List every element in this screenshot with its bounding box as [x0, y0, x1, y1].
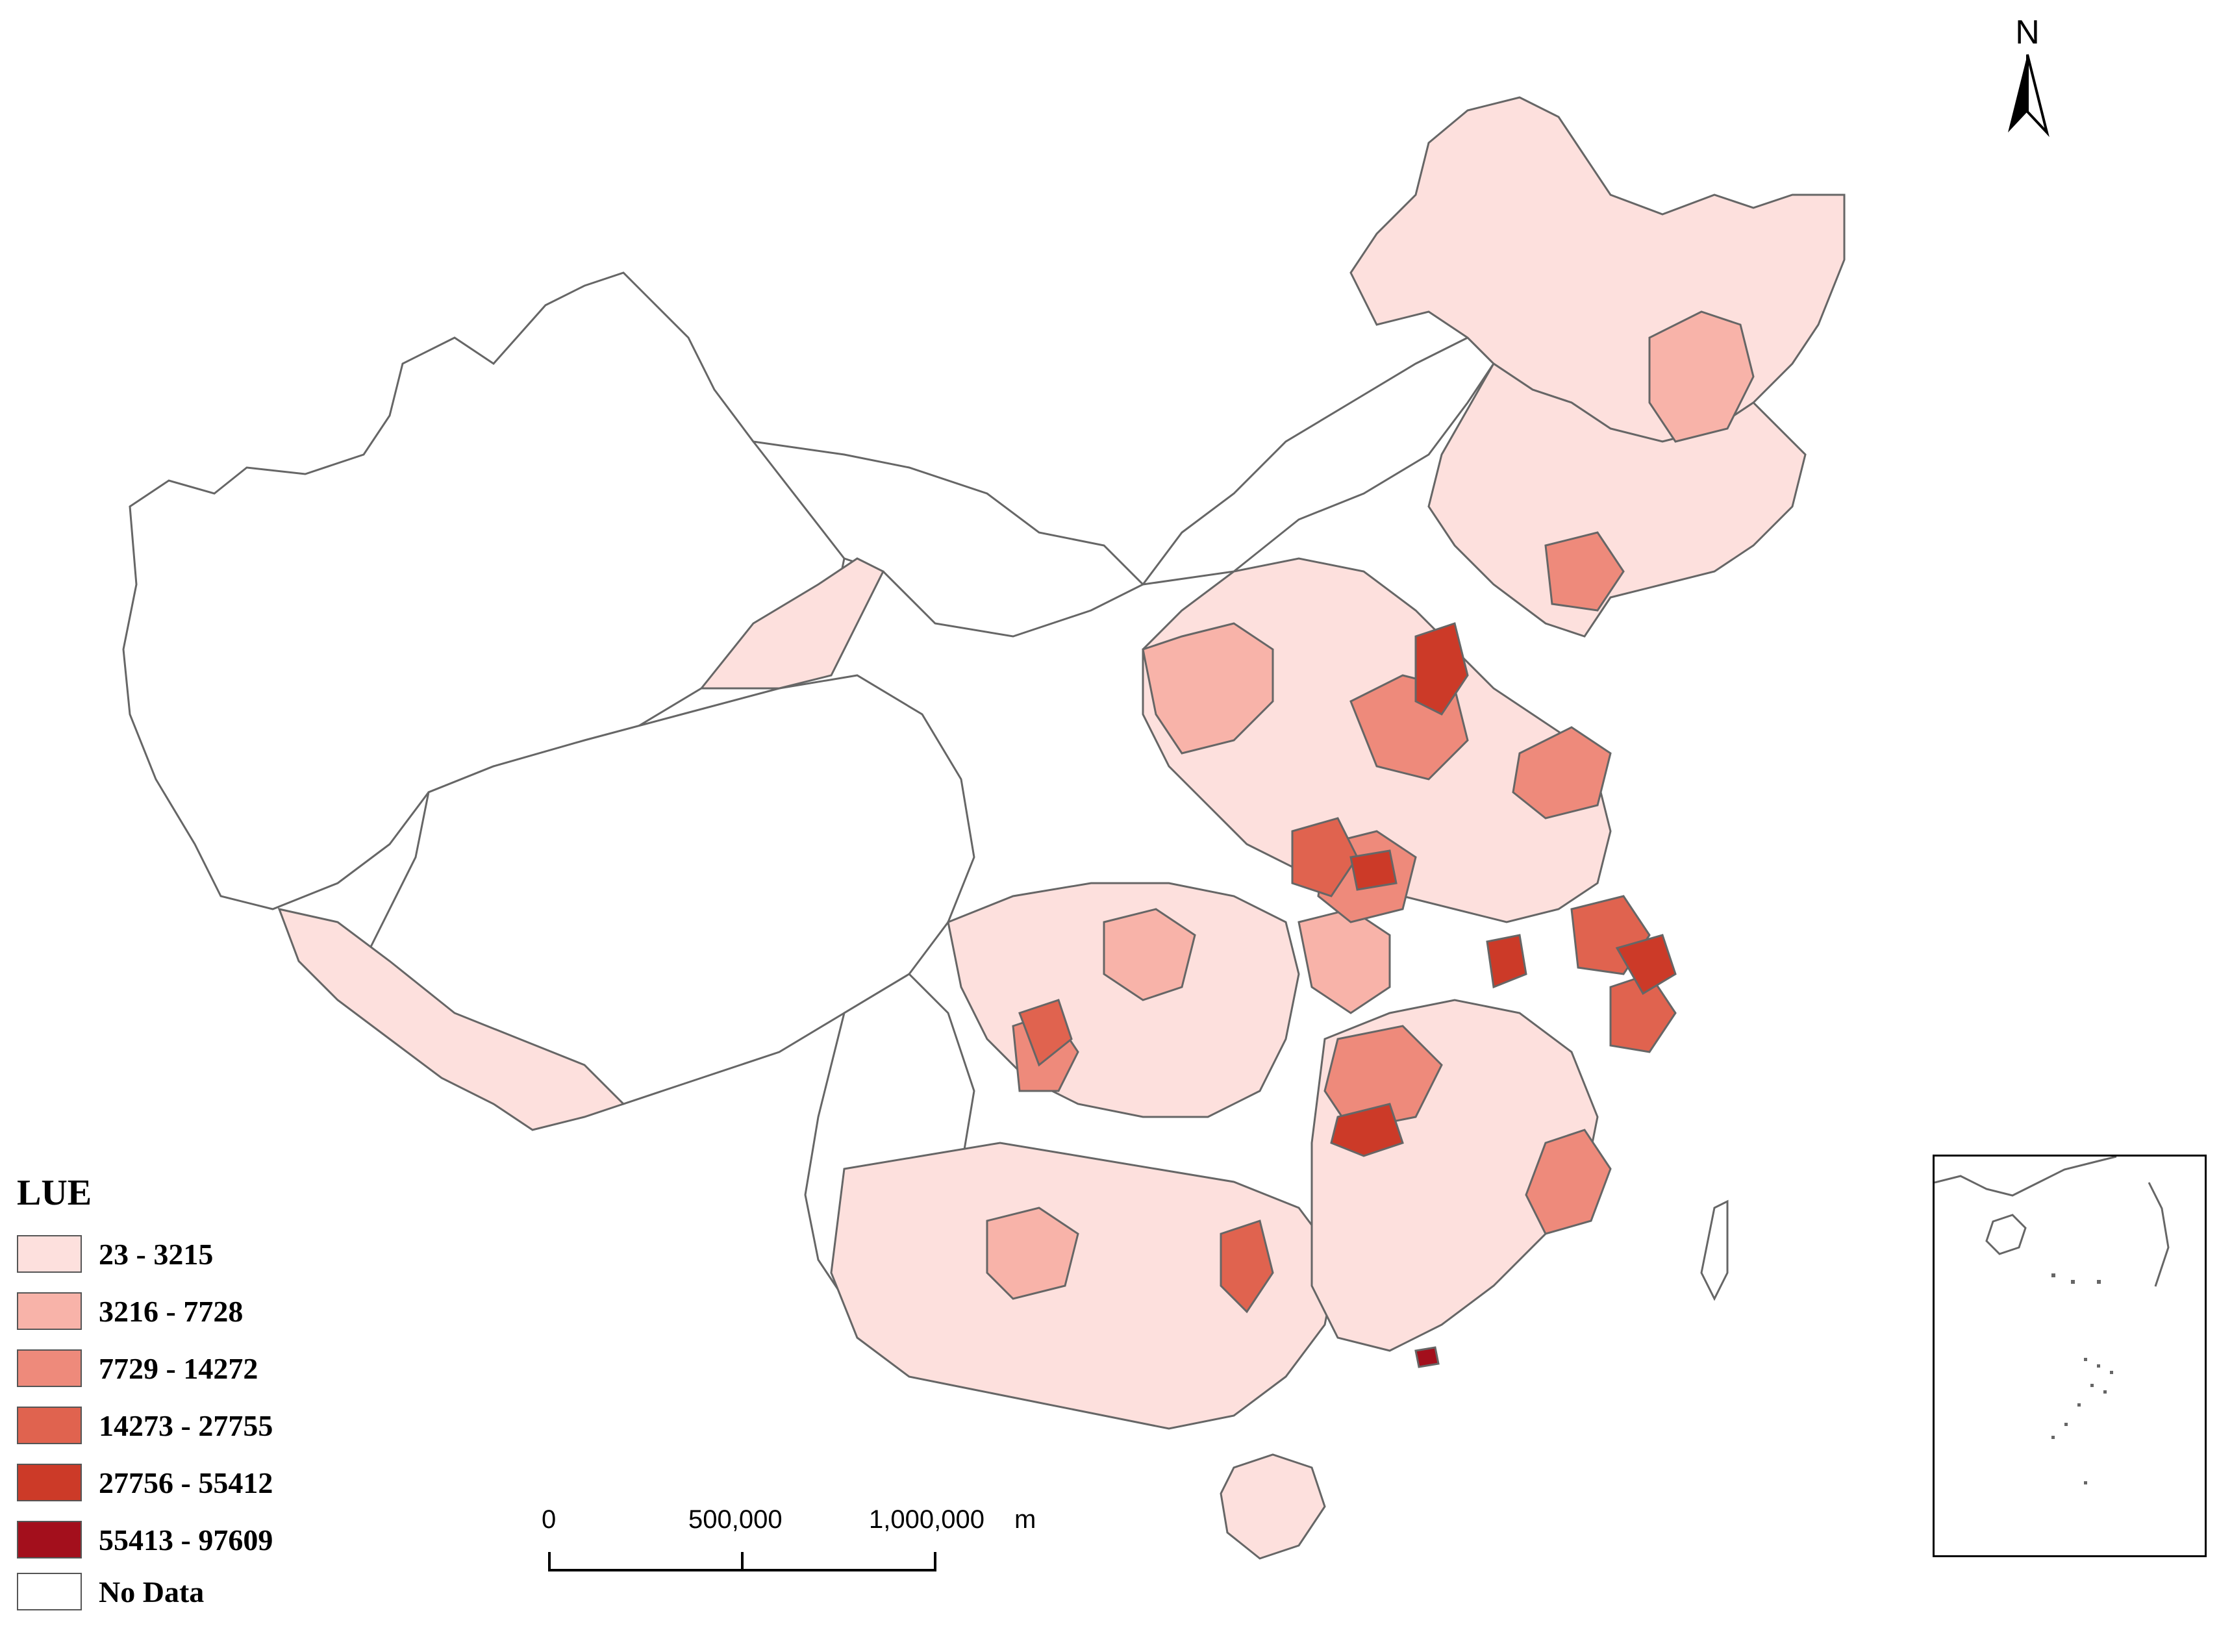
legend-item: 3216 - 7728 [17, 1291, 243, 1331]
region-guangxi-north [1220, 1220, 1274, 1314]
region-south-central [830, 1142, 1339, 1430]
south-china-sea-inset [1933, 1155, 2207, 1557]
inset-map [1934, 1155, 2170, 1484]
region-shandong [1512, 726, 1612, 820]
legend-label: No Data [99, 1575, 205, 1608]
north-label: N [2015, 14, 2040, 51]
lue-class-5-regions [1330, 622, 1677, 1157]
region-hunan [1298, 908, 1391, 1014]
region-tibet-south [277, 907, 625, 1131]
legend-swatch [17, 1349, 82, 1387]
lue-class-6-regions [1414, 1346, 1440, 1368]
inset-philippines-edge [2148, 1182, 2170, 1287]
legend-item: 7729 - 14272 [17, 1348, 258, 1388]
region-taiwan [1700, 1199, 1729, 1301]
region-zhengzhou [1349, 849, 1398, 891]
legend-swatch [17, 1407, 82, 1444]
scale-label-0: 0 [542, 1505, 557, 1534]
legend-label: 7729 - 14272 [99, 1351, 258, 1385]
region-sichuan-east [1018, 999, 1073, 1067]
legend-item: 27756 - 55412 [17, 1462, 273, 1503]
legend-swatch [17, 1292, 82, 1330]
legend-label: 14273 - 27755 [99, 1408, 273, 1442]
region-hefei [1486, 934, 1527, 989]
legend-title: LUE [17, 1173, 92, 1213]
inset-coastline [1934, 1155, 2117, 1197]
region-innermongolia-central [1142, 622, 1274, 755]
scale-label-1000000: 1,000,000 [869, 1505, 984, 1534]
scale-bar [548, 1552, 936, 1571]
region-sichuan-central [1103, 908, 1196, 1001]
region-fujian [1525, 1129, 1612, 1235]
region-gansu-corridor [699, 557, 885, 690]
legend-swatch [17, 1573, 82, 1610]
legend-swatch [17, 1521, 82, 1558]
region-hainan [1220, 1453, 1326, 1560]
region-wuhan [1330, 1103, 1404, 1157]
legend-swatch [17, 1235, 82, 1273]
region-shanxi [1291, 817, 1359, 897]
legend-label: 23 - 3215 [99, 1237, 214, 1271]
region-beijing [1414, 622, 1469, 716]
inset-hainan [1985, 1214, 2027, 1255]
legend-item: 23 - 3215 [17, 1234, 213, 1274]
region-jilin-central [1648, 310, 1755, 443]
region-shenzhen [1414, 1346, 1440, 1368]
legend-swatch [17, 1464, 82, 1501]
legend-label: 3216 - 7728 [99, 1294, 244, 1328]
region-hubei [1323, 1025, 1443, 1131]
north-arrow-icon [2008, 54, 2050, 137]
region-shanghai-suzhou [1615, 934, 1677, 995]
legend-label: 55413 - 97609 [99, 1523, 273, 1557]
legend-item: No Data [17, 1571, 204, 1612]
region-liaoning-coast [1544, 531, 1625, 612]
region-guangxi [986, 1207, 1079, 1300]
scale-unit: m [1014, 1505, 1036, 1534]
inset-islands [2051, 1273, 2113, 1484]
legend-item: 14273 - 27755 [17, 1405, 273, 1446]
scale-label-500000: 500,000 [688, 1505, 783, 1534]
legend-item: 55413 - 97609 [17, 1520, 273, 1560]
lue-class-2-regions [986, 310, 1755, 1300]
legend-label: 27756 - 55412 [99, 1466, 273, 1499]
